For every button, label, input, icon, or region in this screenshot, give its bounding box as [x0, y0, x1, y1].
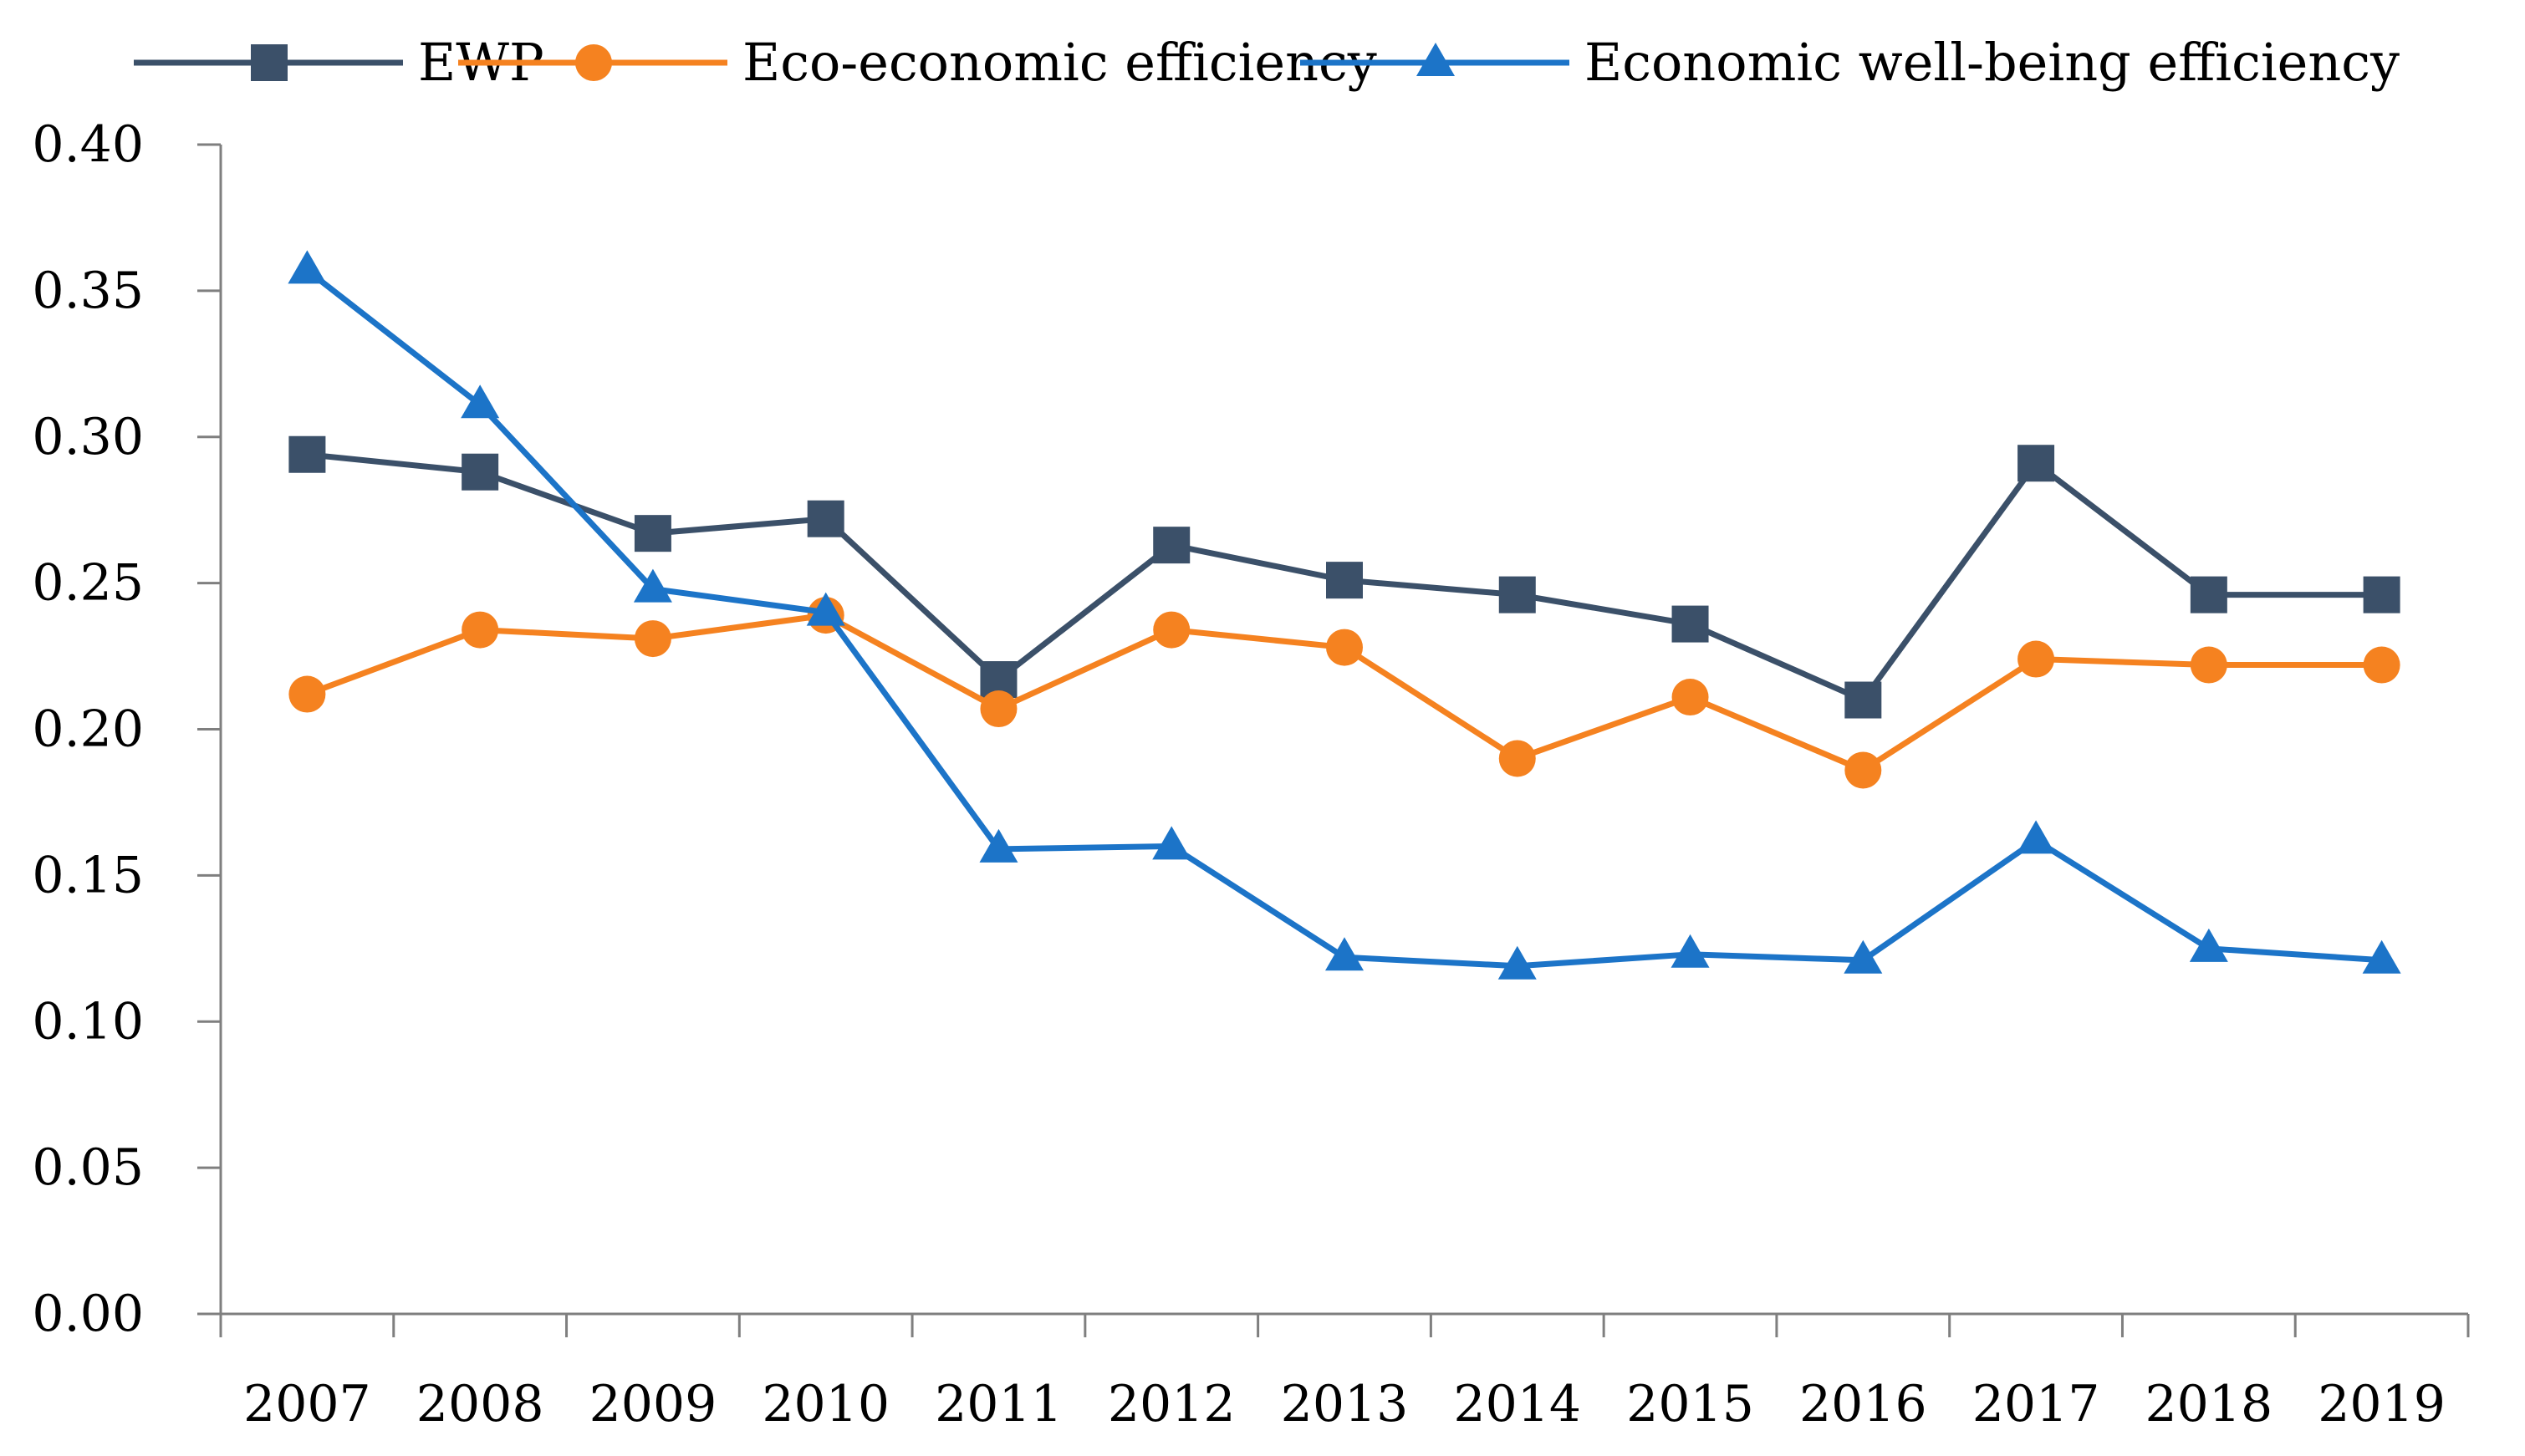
- data-point-circle: [288, 675, 326, 713]
- data-point-circle: [980, 690, 1018, 728]
- x-tick-label: 2014: [1453, 1375, 1581, 1433]
- data-point-square: [1498, 576, 1536, 613]
- series-economic-well-being-efficiency: [288, 250, 2401, 980]
- y-tick-label: 0.25: [32, 554, 144, 613]
- data-point-circle: [1844, 751, 1882, 789]
- y-tick-label: 0.20: [32, 700, 144, 759]
- x-tick-label: 2009: [589, 1375, 717, 1433]
- data-point-square: [1671, 605, 1709, 643]
- data-point-triangle: [1152, 826, 1191, 860]
- series-ewp: [288, 435, 2400, 719]
- data-point-triangle: [1844, 939, 1883, 974]
- data-point-square: [2190, 576, 2227, 613]
- series-eco-economic-efficiency: [288, 597, 2400, 789]
- data-point-square: [2017, 445, 2055, 482]
- legend-label: Economic well-being efficiency: [1584, 32, 2400, 93]
- data-point-circle: [1498, 740, 1536, 777]
- y-tick-label: 0.35: [32, 262, 144, 320]
- data-point-square: [288, 435, 326, 473]
- y-tick-label: 0.00: [32, 1285, 144, 1343]
- x-tick-label: 2010: [762, 1375, 890, 1433]
- data-point-triangle: [806, 592, 845, 626]
- legend-label: Eco-economic efficiency: [742, 32, 1377, 93]
- series-layer: [288, 250, 2401, 980]
- legend-marker-triangle: [1416, 43, 1455, 76]
- y-tick-label: 0.15: [32, 846, 144, 904]
- x-tick-label: 2012: [1108, 1375, 1236, 1433]
- data-point-triangle: [979, 828, 1018, 863]
- x-tick-label: 2019: [2318, 1375, 2446, 1433]
- data-point-triangle: [1671, 934, 1710, 968]
- x-tick-label: 2018: [2145, 1375, 2272, 1433]
- y-tick-label: 0.10: [32, 992, 144, 1051]
- y-tick-label: 0.05: [32, 1138, 144, 1197]
- data-point-triangle: [633, 568, 672, 603]
- data-point-square: [1844, 681, 1882, 719]
- legend-marker-square: [251, 44, 288, 81]
- data-point-triangle: [2017, 820, 2056, 854]
- y-tick-label: 0.30: [32, 408, 144, 466]
- data-point-circle: [1326, 629, 1363, 666]
- data-point-circle: [1153, 611, 1191, 649]
- legend-item: Eco-economic efficiency: [458, 32, 1377, 93]
- y-tick-label: 0.40: [32, 115, 144, 174]
- data-point-circle: [634, 620, 671, 658]
- x-tick-label: 2016: [1799, 1375, 1927, 1433]
- x-tick-label: 2008: [416, 1375, 544, 1433]
- data-point-triangle: [1497, 945, 1537, 980]
- data-point-triangle: [461, 384, 500, 419]
- data-point-square: [1326, 562, 1363, 599]
- legend-item: Economic well-being efficiency: [1300, 32, 2400, 93]
- x-tick-label: 2013: [1281, 1375, 1409, 1433]
- data-point-triangle: [1325, 937, 1364, 971]
- x-tick-label: 2015: [1626, 1375, 1754, 1433]
- data-point-square: [807, 500, 844, 537]
- legend-marker-circle: [575, 44, 612, 81]
- data-point-circle: [2190, 646, 2227, 684]
- data-point-triangle: [288, 250, 327, 284]
- data-point-triangle: [2362, 939, 2401, 974]
- legend: EWP Eco-economic efficiency Economic well-…: [134, 32, 2400, 93]
- data-point-square: [634, 515, 671, 552]
- data-point-circle: [1671, 679, 1709, 716]
- x-tick-label: 2017: [1972, 1375, 2100, 1433]
- data-point-square: [2363, 576, 2400, 613]
- data-point-circle: [2017, 640, 2055, 678]
- data-point-square: [1153, 527, 1191, 564]
- x-tick-label: 2007: [243, 1375, 371, 1433]
- x-tick-label: 2011: [935, 1375, 1063, 1433]
- data-point-circle: [462, 611, 499, 649]
- data-point-triangle: [2189, 928, 2228, 962]
- axes: 0.00 0.05 0.10 0.15 0.20 0.25 0.30 0.35 0.40 2007…: [32, 115, 2470, 1433]
- data-point-circle: [2363, 646, 2400, 684]
- data-point-square: [462, 453, 499, 491]
- series-line: [305, 267, 2382, 970]
